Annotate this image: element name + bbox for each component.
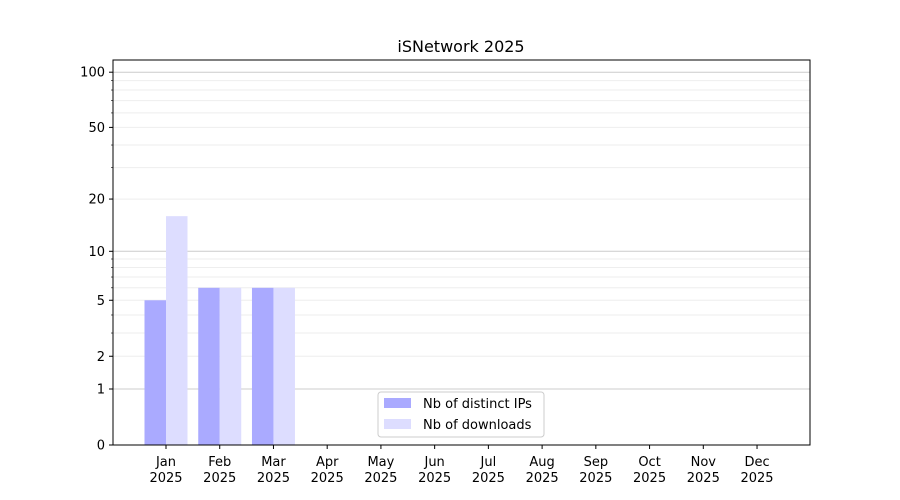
legend-swatch xyxy=(384,419,411,429)
legend-label: Nb of downloads xyxy=(423,418,532,433)
x-tick-label: Dec 2025 xyxy=(740,455,773,486)
y-tick-label: 50 xyxy=(88,121,105,136)
y-tick-label: 20 xyxy=(88,193,105,208)
x-tick-label: Feb 2025 xyxy=(203,455,236,486)
x-tick-label: Jan 2025 xyxy=(149,455,182,486)
x-tick-label: Mar 2025 xyxy=(257,455,290,486)
legend-swatch xyxy=(384,398,411,408)
bar-distinct-ips xyxy=(144,300,166,445)
x-tick-label: May 2025 xyxy=(364,455,397,486)
y-tick-label: 5 xyxy=(97,294,105,309)
y-tick-label: 2 xyxy=(97,350,105,365)
x-tick-label: Sep 2025 xyxy=(579,455,612,486)
bar-distinct-ips xyxy=(198,287,220,445)
y-tick-label: 0 xyxy=(97,439,105,454)
bar-distinct-ips xyxy=(251,287,274,445)
x-tick-label: Nov 2025 xyxy=(687,455,720,486)
x-tick-label: Oct 2025 xyxy=(633,455,666,486)
bar-downloads xyxy=(219,287,242,445)
legend xyxy=(377,391,545,438)
y-tick-label: 100 xyxy=(80,66,105,81)
chart-title: iSNetwork 2025 xyxy=(397,37,524,56)
x-tick-label: Jun 2025 xyxy=(418,455,451,486)
y-tick-label: 10 xyxy=(88,245,105,260)
legend-label: Nb of distinct IPs xyxy=(423,397,532,412)
bar-downloads xyxy=(273,287,295,445)
x-tick-label: Apr 2025 xyxy=(311,455,344,486)
bar-downloads xyxy=(166,216,188,445)
plot-frame xyxy=(112,59,811,446)
y-tick-label: 1 xyxy=(97,383,105,398)
x-tick-label: Aug 2025 xyxy=(526,455,559,486)
x-tick-label: Jul 2025 xyxy=(472,455,505,486)
